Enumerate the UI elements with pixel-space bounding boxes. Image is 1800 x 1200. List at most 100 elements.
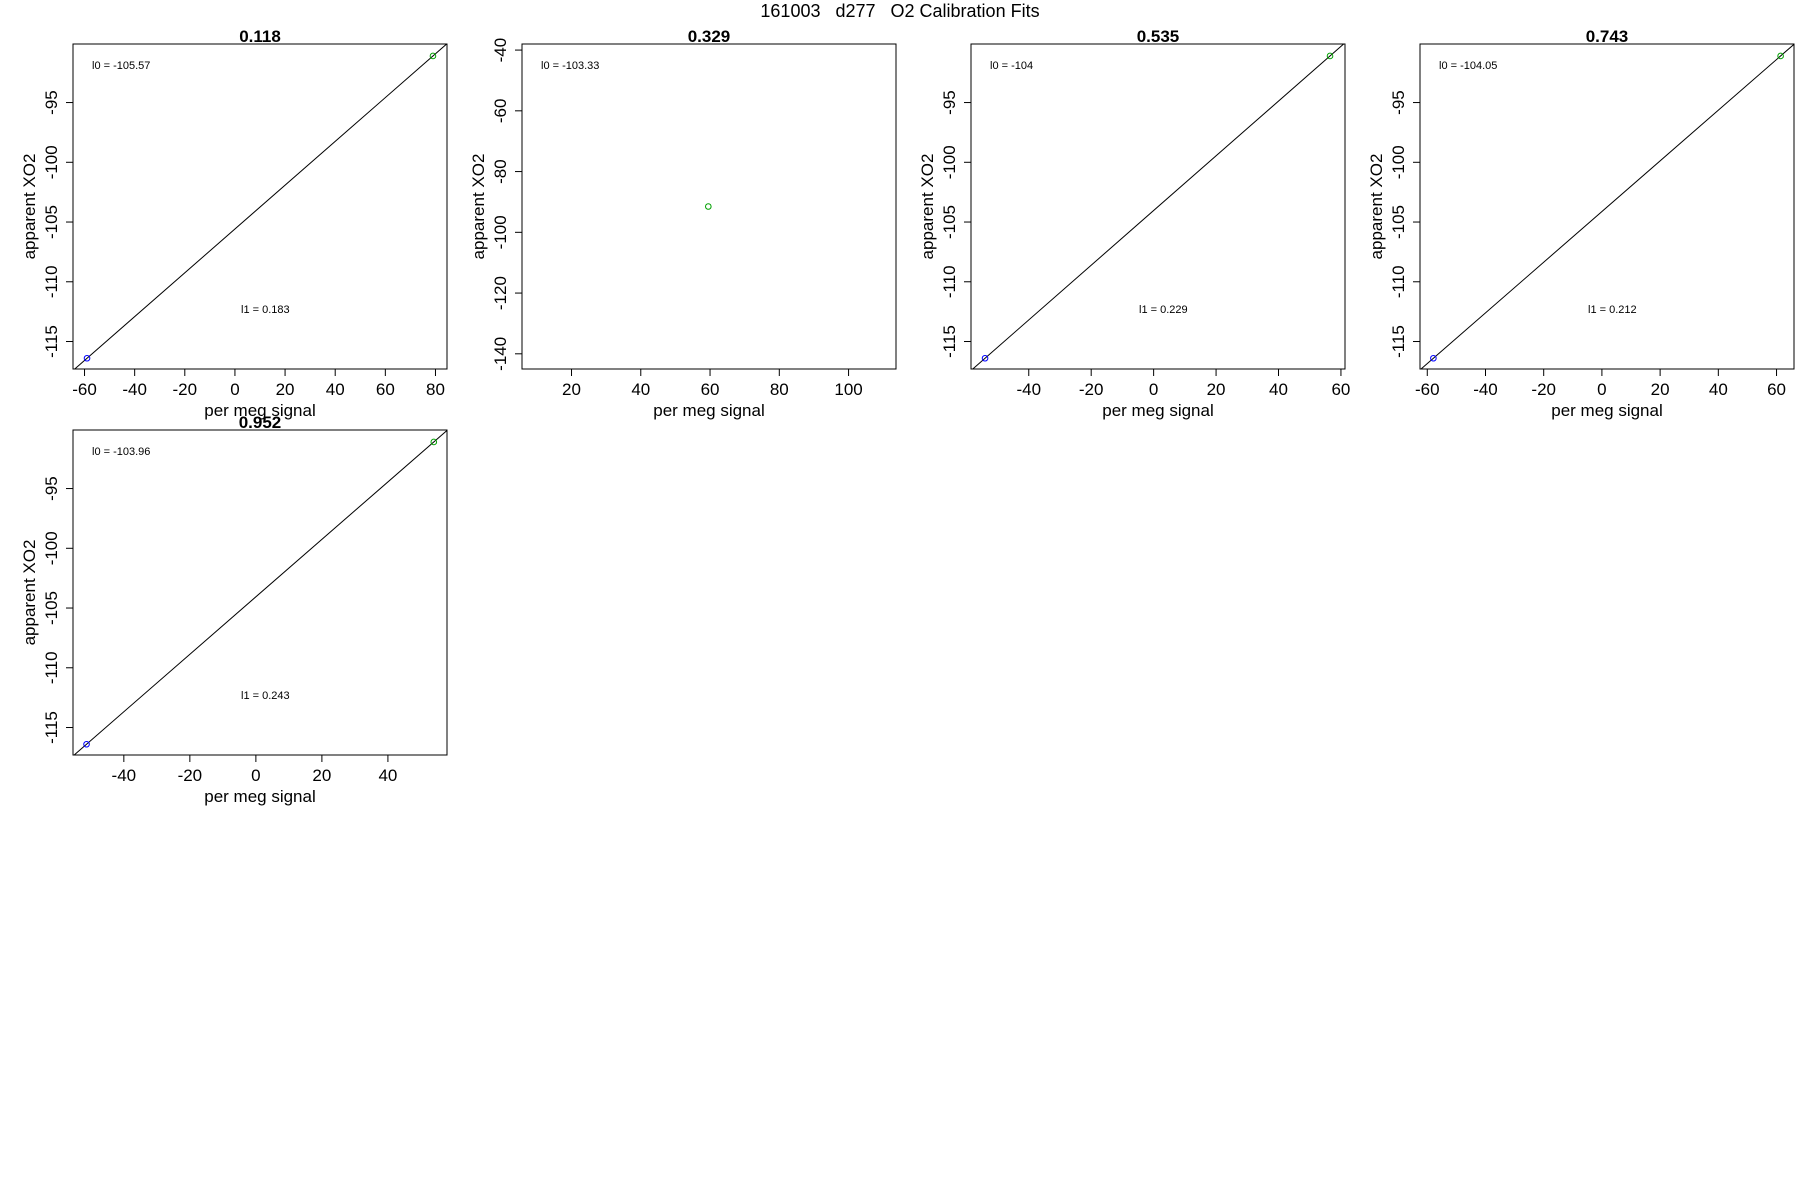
x-tick-label: 0 — [230, 380, 239, 399]
y-axis-label: apparent XO2 — [20, 540, 39, 646]
y-tick-label: -120 — [491, 276, 510, 310]
x-tick-label: 60 — [1767, 380, 1786, 399]
y-tick-label: -100 — [1389, 145, 1408, 179]
x-tick-label: -40 — [122, 380, 147, 399]
data-point — [430, 438, 438, 446]
x-tick-label: 20 — [312, 766, 331, 785]
x-tick-label: 0 — [1149, 380, 1158, 399]
x-tick-label: 80 — [426, 380, 445, 399]
x-tick-label: 60 — [376, 380, 395, 399]
x-tick-label: 20 — [1207, 380, 1226, 399]
x-tick-label: 20 — [276, 380, 295, 399]
plot-frame — [72, 43, 448, 370]
data-point — [1777, 52, 1784, 60]
y-tick-label: -95 — [940, 90, 959, 115]
l0-annotation: l0 = -103.96 — [92, 446, 150, 458]
x-tick-label: -20 — [178, 766, 203, 785]
x-tick-label: -20 — [173, 380, 198, 399]
x-tick-label: -20 — [1531, 380, 1556, 399]
y-tick-label: -95 — [1389, 90, 1408, 115]
y-tick-label: -40 — [491, 38, 510, 63]
fit-line — [972, 44, 1345, 369]
y-tick-label: -110 — [1389, 265, 1408, 298]
y-tick-label: -105 — [1389, 205, 1408, 239]
x-tick-label: -60 — [1415, 380, 1440, 399]
l0-annotation: l0 = -103.33 — [541, 60, 599, 72]
y-tick-label: -100 — [940, 145, 959, 179]
y-tick-label: -80 — [491, 159, 510, 184]
fit-line — [1420, 44, 1794, 369]
y-axis-label: apparent XO2 — [1367, 154, 1386, 260]
y-axis-label: apparent XO2 — [469, 154, 488, 260]
panel-4: 0.743 -60 -40 -20 0 20 40 60 -95 -100 -105 -110 -115… — [1367, 27, 1795, 420]
y-tick-label: -105 — [42, 591, 61, 625]
y-tick-label: -110 — [940, 265, 959, 298]
x-tick-label: -40 — [1016, 380, 1041, 399]
y-tick-label: -105 — [940, 205, 959, 239]
y-tick-label: -95 — [42, 476, 61, 501]
plot-frame — [1419, 43, 1795, 370]
data-point — [705, 203, 712, 210]
x-tick-label: -20 — [1079, 380, 1104, 399]
x-axis-label: per meg signal — [204, 787, 316, 806]
x-tick-label: -40 — [1473, 380, 1498, 399]
x-tick-label: 60 — [1331, 380, 1350, 399]
y-tick-label: -100 — [491, 215, 510, 249]
y-tick-label: -100 — [42, 531, 61, 565]
x-tick-label: 40 — [631, 380, 650, 399]
fit-line — [73, 430, 447, 755]
data-point — [83, 740, 90, 748]
data-point — [1430, 354, 1437, 362]
panel-1: 0.118 -60 -40 -20 0 20 40 60 80 -95 -100 -105 -110 -1… — [20, 27, 448, 420]
data-point — [981, 354, 989, 362]
y-axis-label: apparent XO2 — [918, 154, 937, 260]
l0-annotation: l0 = -105.57 — [92, 60, 150, 72]
panel-title: 0.118 — [239, 27, 281, 46]
l0-annotation: l0 = -104 — [990, 60, 1033, 72]
data-point — [429, 52, 437, 60]
x-tick-label: 20 — [1651, 380, 1670, 399]
x-tick-label: 0 — [1597, 380, 1606, 399]
x-tick-label: 20 — [562, 380, 581, 399]
l1-annotation: l1 = 0.229 — [1139, 304, 1188, 316]
panel-title: 0.743 — [1586, 27, 1629, 46]
panel-3: 0.535 -40 -20 0 20 40 60 -95 -100 -105 -110 -115 per… — [918, 27, 1350, 420]
x-tick-label: 40 — [326, 380, 345, 399]
x-tick-label: -40 — [112, 766, 137, 785]
x-axis-label: per meg signal — [204, 401, 316, 420]
panel-5: 0.952 -40 -20 0 20 40 -95 -100 -105 -110 -115 per m… — [20, 413, 448, 806]
y-tick-label: -140 — [491, 337, 510, 371]
y-tick-label: -110 — [42, 651, 61, 684]
x-tick-label: 40 — [378, 766, 397, 785]
x-axis-label: per meg signal — [1102, 401, 1214, 420]
x-tick-label: 40 — [1269, 380, 1288, 399]
x-axis-label: per meg signal — [1551, 401, 1663, 420]
fit-line — [73, 44, 447, 369]
plot-frame — [72, 429, 448, 756]
l1-annotation: l1 = 0.212 — [1588, 304, 1637, 316]
l0-annotation: l0 = -104.05 — [1439, 60, 1497, 72]
x-tick-label: 0 — [251, 766, 260, 785]
plot-frame — [521, 43, 897, 370]
y-tick-label: -115 — [940, 325, 959, 358]
panel-title: 0.329 — [688, 27, 731, 46]
panel-2: 0.329 20 40 60 80 100 -40 -60 -80 -100 -120 -140 per… — [469, 27, 897, 420]
y-tick-label: -115 — [42, 711, 61, 744]
x-axis-label: per meg signal — [653, 401, 765, 420]
data-point — [1326, 52, 1334, 60]
figure-title: 161003 d277 O2 Calibration Fits — [760, 1, 1040, 21]
x-tick-label: 40 — [1709, 380, 1728, 399]
y-axis-label: apparent XO2 — [20, 154, 39, 260]
x-tick-label: 100 — [834, 380, 862, 399]
y-tick-label: -115 — [42, 325, 61, 358]
data-point — [83, 354, 91, 362]
y-tick-label: -60 — [491, 99, 510, 124]
l1-annotation: l1 = 0.243 — [241, 690, 290, 702]
l1-annotation: l1 = 0.183 — [241, 304, 290, 316]
panel-title: 0.535 — [1137, 27, 1180, 46]
y-tick-label: -105 — [42, 205, 61, 239]
x-tick-label: 60 — [701, 380, 720, 399]
plot-frame — [970, 43, 1346, 370]
x-tick-label: 80 — [770, 380, 789, 399]
